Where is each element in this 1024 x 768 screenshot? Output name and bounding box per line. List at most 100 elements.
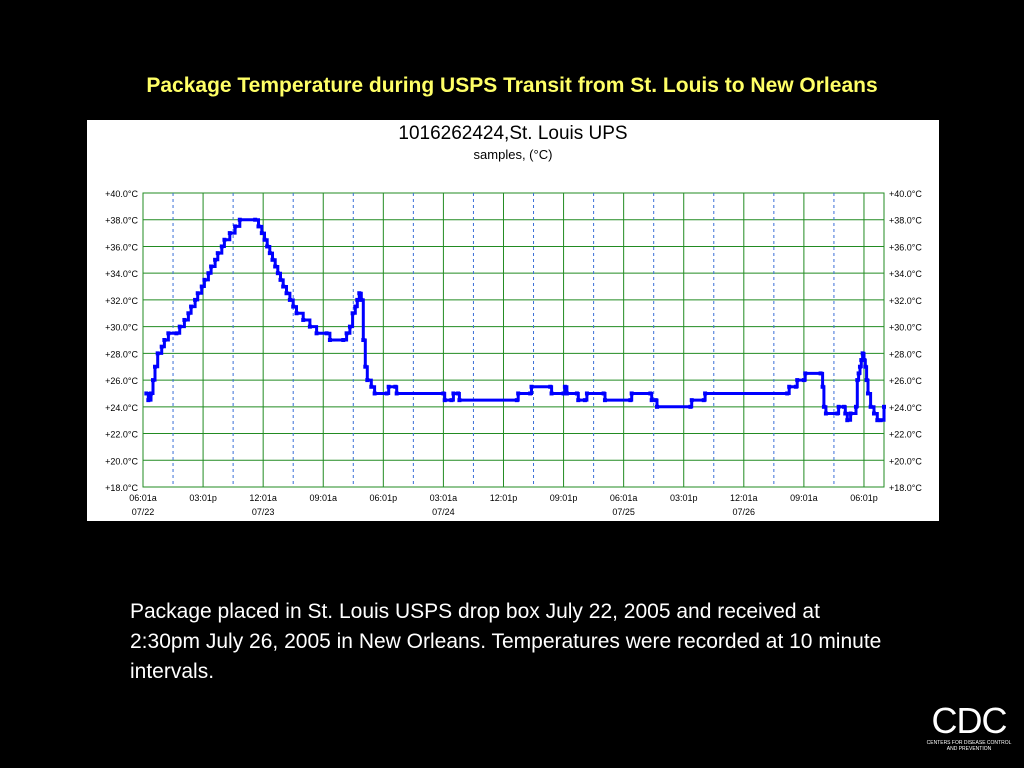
data-point [871,411,876,416]
x-tick-time-label: 06:01p [370,493,398,503]
data-point [287,297,292,302]
data-point [868,404,873,409]
data-point [307,324,312,329]
data-point [159,344,164,349]
x-tick-date-label: 07/26 [733,507,756,517]
data-point [256,224,261,229]
data-point [574,391,579,396]
x-tick-date-label: 07/23 [252,507,275,517]
data-point [270,257,275,262]
data-point [841,404,846,409]
data-point [344,331,349,336]
data-point [314,331,319,336]
data-point [213,257,218,262]
data-point [353,304,358,309]
data-point [441,391,446,396]
data-point [835,411,840,416]
x-tick-time-label: 09:01p [550,493,578,503]
data-point [451,391,456,396]
data-point [859,358,864,363]
data-point [301,317,306,322]
data-point [206,271,211,276]
data-point [823,411,828,416]
data-point [863,364,868,369]
data-point [628,398,633,403]
data-point [393,384,398,389]
data-point [363,364,368,369]
data-point [801,378,806,383]
axis-labels: +18.0°C +18.0°C +20.0°C +20.0°C +22.0°C +22.0… [105,189,922,517]
slide-title: Package Temperature during USPS Transit … [146,74,878,97]
data-point [237,217,242,222]
data-point [529,384,534,389]
data-point [275,271,280,276]
data-point [202,277,207,282]
data-point [174,331,179,336]
plot-frame [142,192,885,488]
temperature-chart: 1016262424,St. Louis UPS samples, (°C) +… [105,123,922,517]
data-point [195,291,200,296]
y-tick-label-left: +30.0°C [105,323,138,333]
y-tick-label-left: +40.0°C [105,189,138,199]
data-point [549,391,554,396]
data-point [193,297,198,302]
y-tick-label-left: +20.0°C [105,456,138,466]
data-point [601,391,606,396]
data-point [291,304,296,309]
data-point [855,378,860,383]
data-point [856,371,861,376]
data-point [860,351,865,356]
data-point [865,391,870,396]
data-point [582,398,587,403]
data-point [347,324,352,329]
grid [142,192,885,488]
data-point [456,391,461,396]
data-point [189,304,194,309]
data-point [787,384,792,389]
data-point [457,398,462,403]
data-point [265,244,270,249]
data-point [324,331,329,336]
data-point [516,391,521,396]
data-point [341,338,346,342]
data-point [281,284,286,289]
data-point [153,364,158,369]
data-point [514,398,519,403]
data-point [848,411,853,416]
x-tick-time-label: 03:01p [670,493,698,503]
x-tick-time-label: 09:01a [309,493,337,503]
y-tick-label-left: +24.0°C [105,403,138,413]
data-point [199,284,204,289]
data-point [818,371,823,376]
data-point [327,338,332,342]
data-point [701,398,706,403]
x-tick-time-label: 03:01p [189,493,217,503]
data-point [703,391,708,396]
data-point [821,404,826,409]
data-point [857,364,862,369]
y-tick-label-left: +18.0°C [105,483,138,493]
y-tick-label-left: +32.0°C [105,296,138,306]
data-point [864,378,869,383]
data-point [355,297,360,302]
cdc-logo: CDC CENTERS FOR DISEASE CONTROL AND PREV… [926,702,1012,762]
data-point [219,244,224,249]
y-tick-label-left: +22.0°C [105,430,138,440]
y-tick-label-right: +22.0°C [889,430,922,440]
data-point [262,237,267,242]
data-point [649,398,654,403]
data-point [861,358,866,363]
y-tick-label-right: +28.0°C [889,349,922,359]
x-tick-time-label: 12:01a [249,493,277,503]
data-point [149,391,154,396]
slide-caption: Package placed in St. Louis USPS drop bo… [130,600,882,683]
data-point [564,391,569,396]
y-tick-label-right: +26.0°C [889,376,922,386]
data-point [359,297,364,302]
data-point [688,404,693,409]
data-point [689,398,694,403]
y-tick-label-right: +34.0°C [889,269,922,279]
data-point [186,311,191,316]
y-tick-label-right: +38.0°C [889,216,922,226]
data-point [820,384,825,389]
